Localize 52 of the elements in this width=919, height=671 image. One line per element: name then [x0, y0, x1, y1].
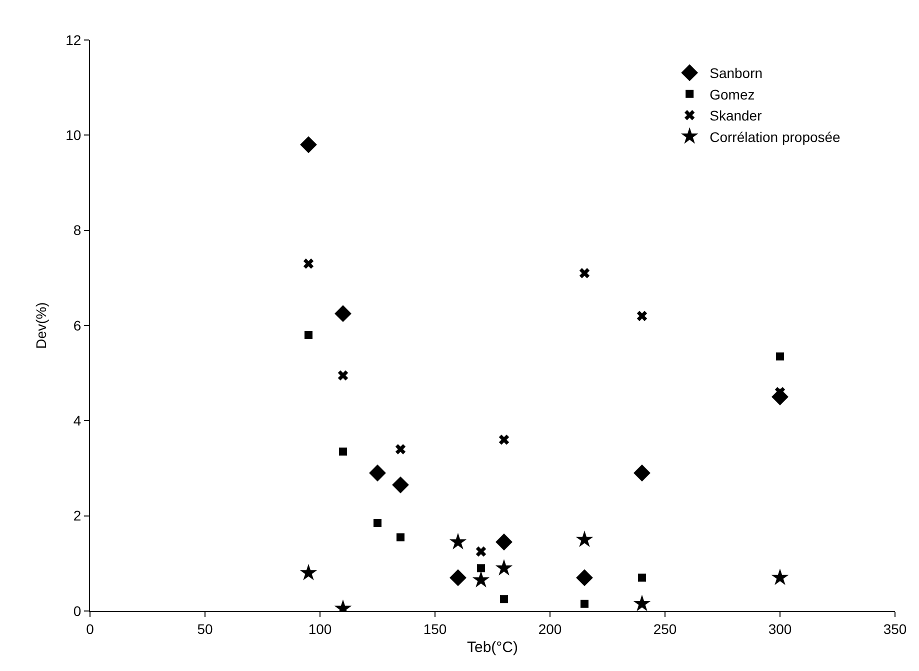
point — [396, 533, 404, 542]
point — [450, 569, 466, 586]
legend-label: Sanborn — [710, 65, 763, 82]
point — [300, 136, 317, 154]
legend-label: Corrélation proposée — [710, 128, 841, 145]
point — [449, 532, 467, 550]
point — [477, 564, 485, 572]
x-tick-label: 0 — [86, 620, 94, 637]
x-tick-label: 50 — [197, 620, 213, 637]
point — [776, 352, 784, 360]
y-tick-label: 12 — [66, 32, 82, 48]
y-tick-label: 4 — [73, 412, 82, 429]
point — [636, 310, 648, 322]
y-tick-label: 0 — [73, 602, 82, 619]
point — [495, 559, 513, 576]
y-tick-label: 6 — [73, 317, 82, 334]
point — [576, 530, 594, 547]
point — [300, 564, 318, 580]
y-tick-label: 10 — [66, 127, 82, 144]
point — [374, 518, 382, 527]
point — [633, 594, 651, 611]
legend-label: Skander — [710, 108, 762, 124]
x-tick-label: 150 — [423, 620, 447, 637]
x-tick-label: 300 — [768, 620, 792, 637]
point — [395, 444, 406, 454]
point — [634, 464, 650, 482]
x-tick-label: 250 — [653, 620, 677, 637]
point — [476, 546, 486, 557]
point — [638, 574, 646, 582]
x-tick-label: 100 — [308, 620, 332, 637]
y-tick-label: 2 — [73, 508, 82, 524]
point — [579, 268, 590, 278]
point — [334, 305, 352, 322]
y-axis-title: Dev(%) — [33, 302, 50, 349]
y-tick-label: 8 — [73, 222, 82, 238]
point — [500, 595, 508, 604]
point — [369, 464, 386, 482]
point — [771, 568, 789, 586]
point — [339, 448, 347, 456]
point — [303, 258, 314, 269]
x-tick-label: 350 — [883, 620, 907, 637]
point — [472, 570, 490, 588]
point — [498, 434, 510, 445]
x-axis-title: Teb(°C) — [466, 638, 518, 656]
point — [580, 600, 588, 608]
point — [338, 370, 348, 381]
point — [496, 534, 512, 550]
point — [304, 331, 312, 340]
point — [576, 569, 593, 586]
legend-label: Gomez — [710, 86, 755, 102]
point — [392, 476, 409, 494]
x-tick-label: 200 — [538, 620, 562, 637]
